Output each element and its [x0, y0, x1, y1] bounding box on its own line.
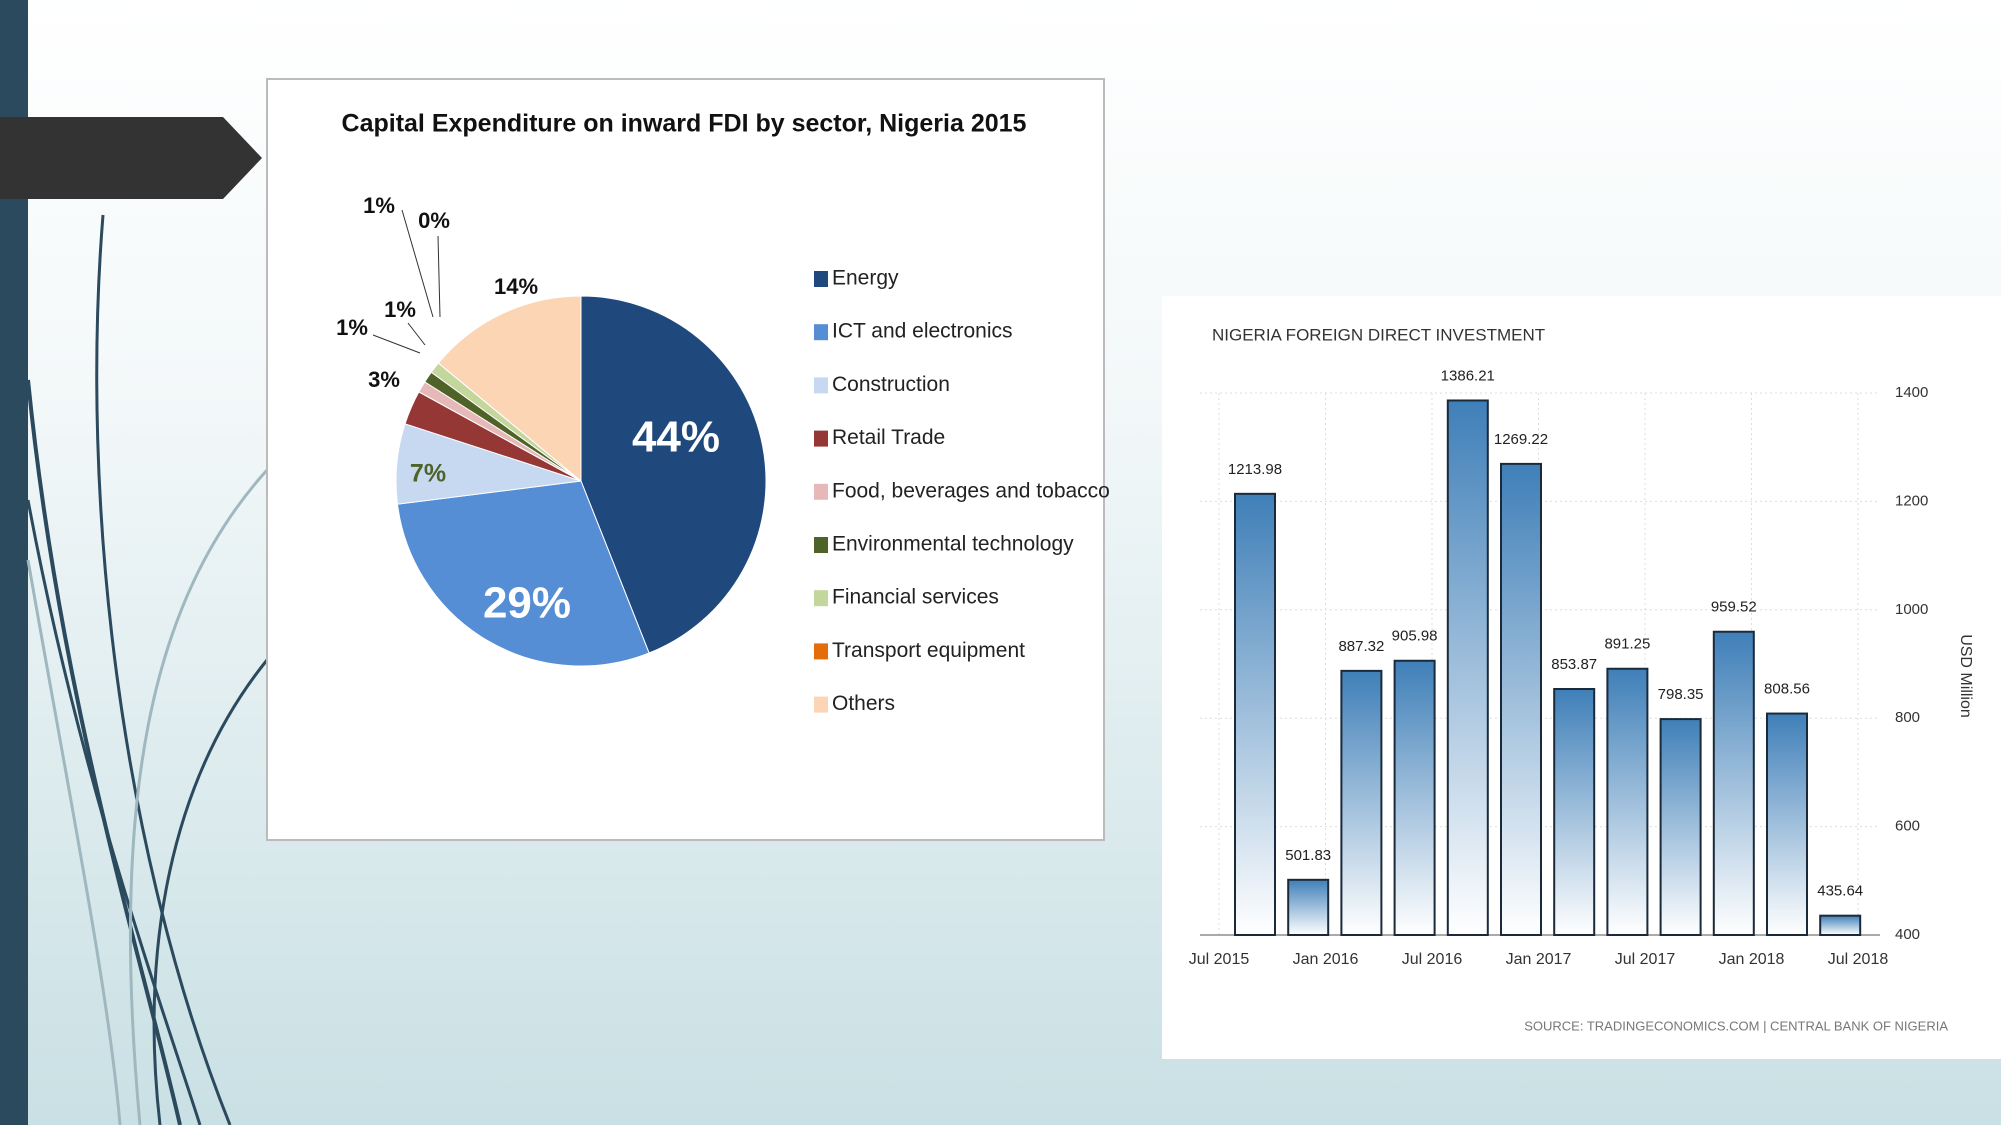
value-label: 798.35: [1658, 686, 1704, 703]
value-label: 435.64: [1817, 883, 1863, 900]
legend-swatch: [814, 696, 828, 713]
value-label: 853.87: [1551, 656, 1597, 673]
slice-label: 29%: [483, 579, 571, 628]
leader-line: [401, 209, 434, 318]
x-tick-label: Jul 2017: [1615, 951, 1676, 968]
leader-line: [407, 322, 426, 346]
legend-swatch: [814, 324, 828, 341]
value-label: 959.52: [1711, 599, 1757, 616]
legend-swatch: [814, 590, 828, 607]
legend-label: Financial services: [832, 586, 999, 609]
bar: [1446, 399, 1489, 936]
bar-title: NIGERIA FOREIGN DIRECT INVESTMENT: [1212, 325, 1545, 344]
legend-swatch: [814, 377, 828, 394]
bar: [1287, 878, 1330, 937]
slice-label: 1%: [384, 297, 416, 322]
x-tick-label: Jul 2016: [1402, 951, 1463, 968]
bar: [1606, 667, 1649, 936]
leader-line: [372, 334, 421, 354]
bar: [1340, 669, 1383, 936]
decor-curves: [26, 214, 269, 1125]
legend-label: Construction: [832, 373, 950, 396]
bar: [1553, 688, 1596, 936]
legend-swatch: [814, 537, 828, 553]
value-label: 501.83: [1285, 847, 1331, 864]
y-tick-label: 1200: [1895, 492, 1928, 509]
y-tick-label: 600: [1895, 818, 1920, 835]
title-banner: [0, 117, 262, 199]
x-tick-label: Jan 2018: [1719, 951, 1785, 968]
pie-slice: [580, 295, 767, 654]
pie-slice: [396, 480, 650, 667]
legend-label: Food, beverages and tobacco: [832, 479, 1110, 502]
y-tick-label: 800: [1895, 709, 1920, 726]
slice-label: 14%: [494, 274, 538, 299]
slice-label: 1%: [363, 193, 395, 218]
pie-slice: [437, 295, 582, 483]
value-label: 1269.22: [1494, 431, 1548, 448]
bar: [1234, 492, 1276, 936]
y-tick-label: 400: [1895, 926, 1920, 943]
slice-label: 7%: [410, 460, 446, 488]
x-tick-label: Jul 2015: [1189, 951, 1250, 968]
value-label: 887.32: [1338, 638, 1384, 655]
legend-label: Others: [832, 692, 895, 715]
x-tick-label: Jan 2016: [1293, 951, 1359, 968]
x-tick-label: Jul 2018: [1828, 951, 1889, 968]
bar: [1659, 718, 1702, 936]
leader-line: [437, 235, 441, 318]
value-label: 1386.21: [1441, 367, 1495, 384]
bar: [1766, 712, 1808, 936]
value-label: 808.56: [1764, 681, 1810, 698]
y-axis-title: USD Million: [1957, 634, 1974, 718]
bar: [1819, 914, 1862, 936]
bar: [1712, 630, 1755, 936]
bar: [1500, 462, 1542, 936]
legend-swatch: [814, 430, 828, 447]
value-label: 905.98: [1392, 628, 1438, 645]
legend-label: Environmental technology: [832, 533, 1074, 556]
legend-swatch: [814, 271, 828, 287]
slice-label: 3%: [368, 367, 400, 392]
pie-title: Capital Expenditure on inward FDI by sec…: [342, 110, 1027, 138]
value-label: 1213.98: [1228, 461, 1282, 478]
bar: [1393, 659, 1436, 936]
y-tick-label: 1400: [1895, 384, 1928, 401]
y-tick-label: 1000: [1895, 601, 1928, 618]
legend-label: Retail Trade: [832, 426, 945, 449]
legend-label: Energy: [832, 267, 899, 290]
slice-label: 0%: [418, 208, 450, 233]
value-label: 891.25: [1604, 636, 1650, 653]
legend-label: Transport equipment: [832, 639, 1025, 662]
bar-panel: [1162, 296, 2001, 1059]
slice-label: 1%: [336, 315, 368, 340]
legend-swatch: [814, 483, 828, 500]
legend-label: ICT and electronics: [832, 320, 1013, 343]
slice-label: 44%: [632, 413, 720, 462]
legend-swatch: [814, 643, 828, 660]
source-note: SOURCE: TRADINGECONOMICS.COM | CENTRAL B…: [1524, 1018, 1948, 1033]
x-tick-label: Jan 2017: [1506, 951, 1572, 968]
